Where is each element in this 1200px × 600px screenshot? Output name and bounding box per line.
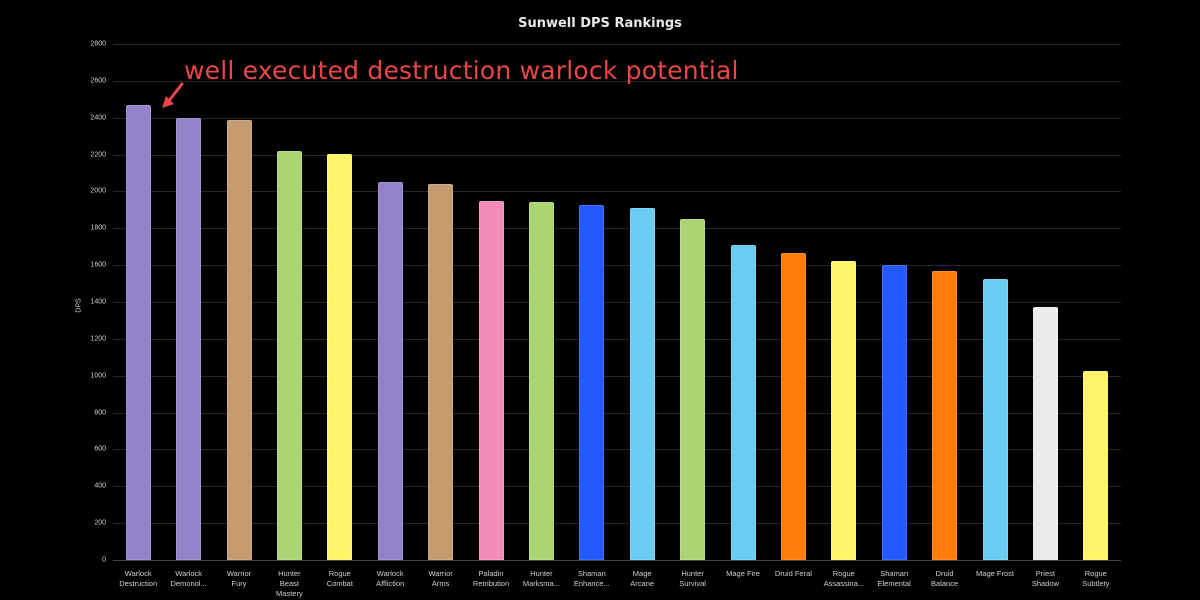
x-tick-label: Hunter Beast Mastery xyxy=(276,569,303,598)
annotation-arrow-icon xyxy=(162,82,184,108)
gridline xyxy=(113,265,1121,267)
bar[interactable] xyxy=(579,205,605,560)
bar[interactable] xyxy=(629,208,655,560)
y-tick-label: 1800 xyxy=(90,224,106,232)
x-axis-line xyxy=(113,560,1121,561)
gridline xyxy=(113,228,1121,230)
y-tick-label: 800 xyxy=(94,409,106,417)
y-tick-label: 2200 xyxy=(90,151,106,159)
y-tick-label: 2400 xyxy=(90,114,106,122)
bar[interactable] xyxy=(377,182,403,560)
bar[interactable] xyxy=(226,120,252,560)
bar[interactable] xyxy=(982,278,1008,560)
bar[interactable] xyxy=(730,245,756,560)
gridline xyxy=(113,412,1121,414)
y-axis-label: DPS xyxy=(75,298,83,313)
x-tick-label: Warrior Arms xyxy=(428,569,453,588)
bar[interactable] xyxy=(327,154,353,560)
x-tick-label: Shaman Enhance... xyxy=(573,569,610,588)
gridline xyxy=(113,523,1121,525)
x-tick-label: Druid Balance xyxy=(931,569,959,588)
x-tick-label: Priest Shadow xyxy=(1031,569,1059,588)
chart-title: Sunwell DPS Rankings xyxy=(518,16,682,31)
y-tick-label: 200 xyxy=(94,519,106,527)
gridline xyxy=(113,375,1121,377)
annotation-text: well executed destruction warlock potent… xyxy=(184,56,739,85)
bar[interactable] xyxy=(176,118,202,560)
x-tick-label: Warlock Affliction xyxy=(376,569,405,588)
x-tick-label: Rogue Subtlety xyxy=(1082,569,1110,588)
y-tick-label: 2000 xyxy=(90,187,106,195)
x-tick-label: Mage Fire xyxy=(726,569,760,578)
gridline xyxy=(113,449,1121,451)
bar[interactable] xyxy=(428,184,454,560)
x-tick-label: Rogue Combat xyxy=(326,569,353,588)
y-tick-label: 1400 xyxy=(90,298,106,306)
x-tick-label: Mage Arcane xyxy=(630,569,655,588)
y-tick-label: 2600 xyxy=(90,77,106,85)
gridline xyxy=(113,486,1121,488)
x-tick-label: Shaman Elemental xyxy=(877,569,911,588)
x-tick-label: Paladin Retribution xyxy=(472,569,510,588)
bar[interactable] xyxy=(276,151,302,560)
x-tick-label: Mage Frost xyxy=(976,569,1014,578)
y-tick-label: 1000 xyxy=(90,372,106,380)
bar[interactable] xyxy=(831,261,857,560)
x-tick-label: Hunter Survival xyxy=(679,569,706,588)
plot-area xyxy=(113,44,1121,561)
gridline xyxy=(113,338,1121,340)
bar[interactable] xyxy=(680,219,706,560)
y-tick-label: 2800 xyxy=(90,40,106,48)
gridline xyxy=(113,44,1121,45)
gridline xyxy=(113,154,1121,156)
x-tick-label: Warlock Demonol... xyxy=(170,569,207,588)
bar[interactable] xyxy=(1032,306,1058,560)
bar[interactable] xyxy=(881,264,907,560)
y-tick-label: 400 xyxy=(94,482,106,490)
x-tick-label: Warrior Fury xyxy=(226,569,252,588)
gridline xyxy=(113,80,1121,82)
gridline xyxy=(113,302,1121,303)
bar[interactable] xyxy=(528,202,554,560)
x-tick-label: Druid Feral xyxy=(774,569,812,578)
gridline xyxy=(113,117,1121,119)
bar[interactable] xyxy=(1083,371,1109,560)
y-tick-label: 1200 xyxy=(90,335,106,343)
y-tick-label: 600 xyxy=(94,445,106,453)
y-tick-label: 0 xyxy=(102,556,106,564)
x-tick-label: Hunter Marksma... xyxy=(522,569,560,588)
bar[interactable] xyxy=(478,201,504,560)
x-tick-label: Warlock Destruction xyxy=(119,569,158,588)
y-tick-label: 1600 xyxy=(90,261,106,269)
bar[interactable] xyxy=(780,252,806,560)
bar[interactable] xyxy=(932,271,958,560)
gridline xyxy=(113,191,1121,193)
x-tick-label: Rogue Assassina... xyxy=(823,569,865,588)
bar[interactable] xyxy=(125,105,151,560)
